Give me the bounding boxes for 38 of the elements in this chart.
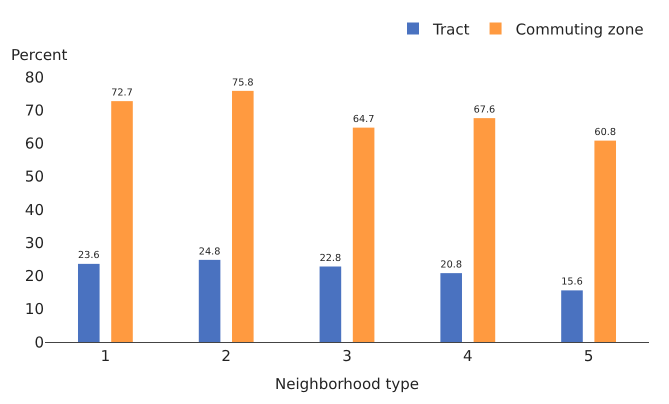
data-label: 23.6: [78, 250, 100, 262]
x-tick-label: 4: [463, 347, 473, 365]
bar: [352, 128, 374, 342]
y-tick-label: 70: [24, 101, 44, 120]
bar: [111, 101, 133, 342]
bar: [561, 290, 583, 342]
y-tick-label: 80: [24, 68, 44, 86]
bar: [232, 90, 254, 342]
y-axis-title: Percent: [11, 46, 68, 64]
data-label: 64.7: [352, 114, 374, 126]
x-tick-label: 2: [221, 347, 231, 365]
legend-label: Tract: [432, 20, 470, 38]
x-tick-label: 1: [100, 347, 110, 365]
bar: [78, 264, 100, 342]
bar: [474, 118, 496, 342]
data-label: 24.8: [198, 246, 220, 258]
data-label: 67.6: [474, 104, 496, 116]
x-axis-title: Neighborhood type: [275, 375, 419, 393]
data-label: 72.7: [111, 88, 133, 99]
bar: [594, 140, 616, 342]
y-tick-label: 10: [24, 300, 44, 318]
y-tick-label: 30: [24, 234, 44, 252]
y-tick-label: 20: [24, 267, 44, 285]
bar: [198, 260, 220, 342]
legend-label: Commuting zone: [516, 20, 644, 38]
bar: [440, 273, 462, 342]
bar: [320, 266, 342, 342]
x-tick-label: 3: [342, 347, 352, 365]
data-label: 15.6: [561, 276, 583, 288]
data-label: 20.8: [440, 260, 462, 271]
y-tick-label: 60: [24, 134, 44, 152]
data-label: 60.8: [594, 127, 616, 138]
data-label: 22.8: [320, 252, 342, 264]
data-label: 75.8: [232, 77, 254, 88]
y-tick-label: 0: [34, 333, 44, 352]
x-tick-label: 5: [584, 347, 594, 365]
y-tick-label: 50: [24, 168, 44, 186]
y-tick-label: 40: [24, 200, 44, 219]
